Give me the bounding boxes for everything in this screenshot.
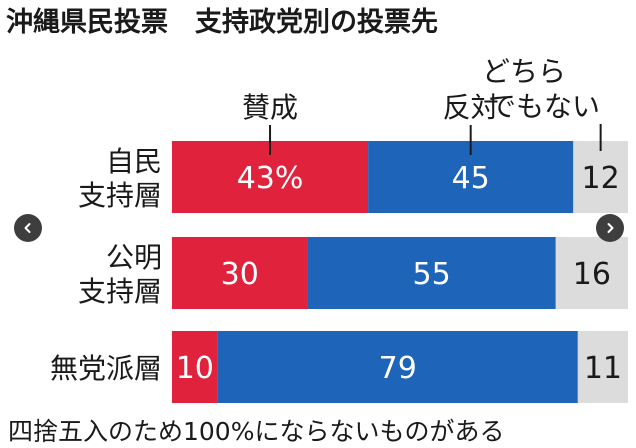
next-button[interactable] [596, 214, 624, 242]
category-label: 支持層 [78, 179, 162, 212]
data-label: 45 [452, 161, 490, 196]
data-label: 11 [584, 351, 622, 386]
legend-label: でもない [488, 90, 600, 123]
bar-segment [172, 237, 308, 309]
footnote: 四捨五入のため100%にならないものがある [8, 417, 504, 446]
chart-title: 沖縄県民投票 支持政党別の投票先 [6, 7, 438, 38]
category-label: 支持層 [78, 275, 162, 308]
data-label: 16 [573, 257, 611, 292]
data-label: 10 [176, 351, 214, 386]
chevron-right-icon [607, 223, 614, 233]
bar-segment [307, 237, 556, 309]
bar-segment [577, 331, 628, 403]
data-label: 79 [379, 351, 417, 386]
category-label: 無党派層 [50, 352, 162, 385]
legend-label: どちら [482, 55, 566, 88]
bar-segment [573, 141, 628, 213]
data-label: 30 [221, 257, 259, 292]
bar-segment [555, 237, 628, 309]
chevron-left-icon [24, 223, 31, 233]
bar-segment [217, 331, 578, 403]
bar-segment [172, 331, 218, 403]
legend-label: 反対 [443, 91, 499, 124]
category-label: 自民 [106, 145, 162, 178]
legend-label: 賛成 [242, 91, 298, 124]
prev-button[interactable] [14, 214, 42, 242]
data-label: 43% [237, 161, 304, 196]
category-label: 公明 [106, 241, 162, 274]
data-label: 55 [413, 257, 451, 292]
data-label: 12 [582, 161, 620, 196]
